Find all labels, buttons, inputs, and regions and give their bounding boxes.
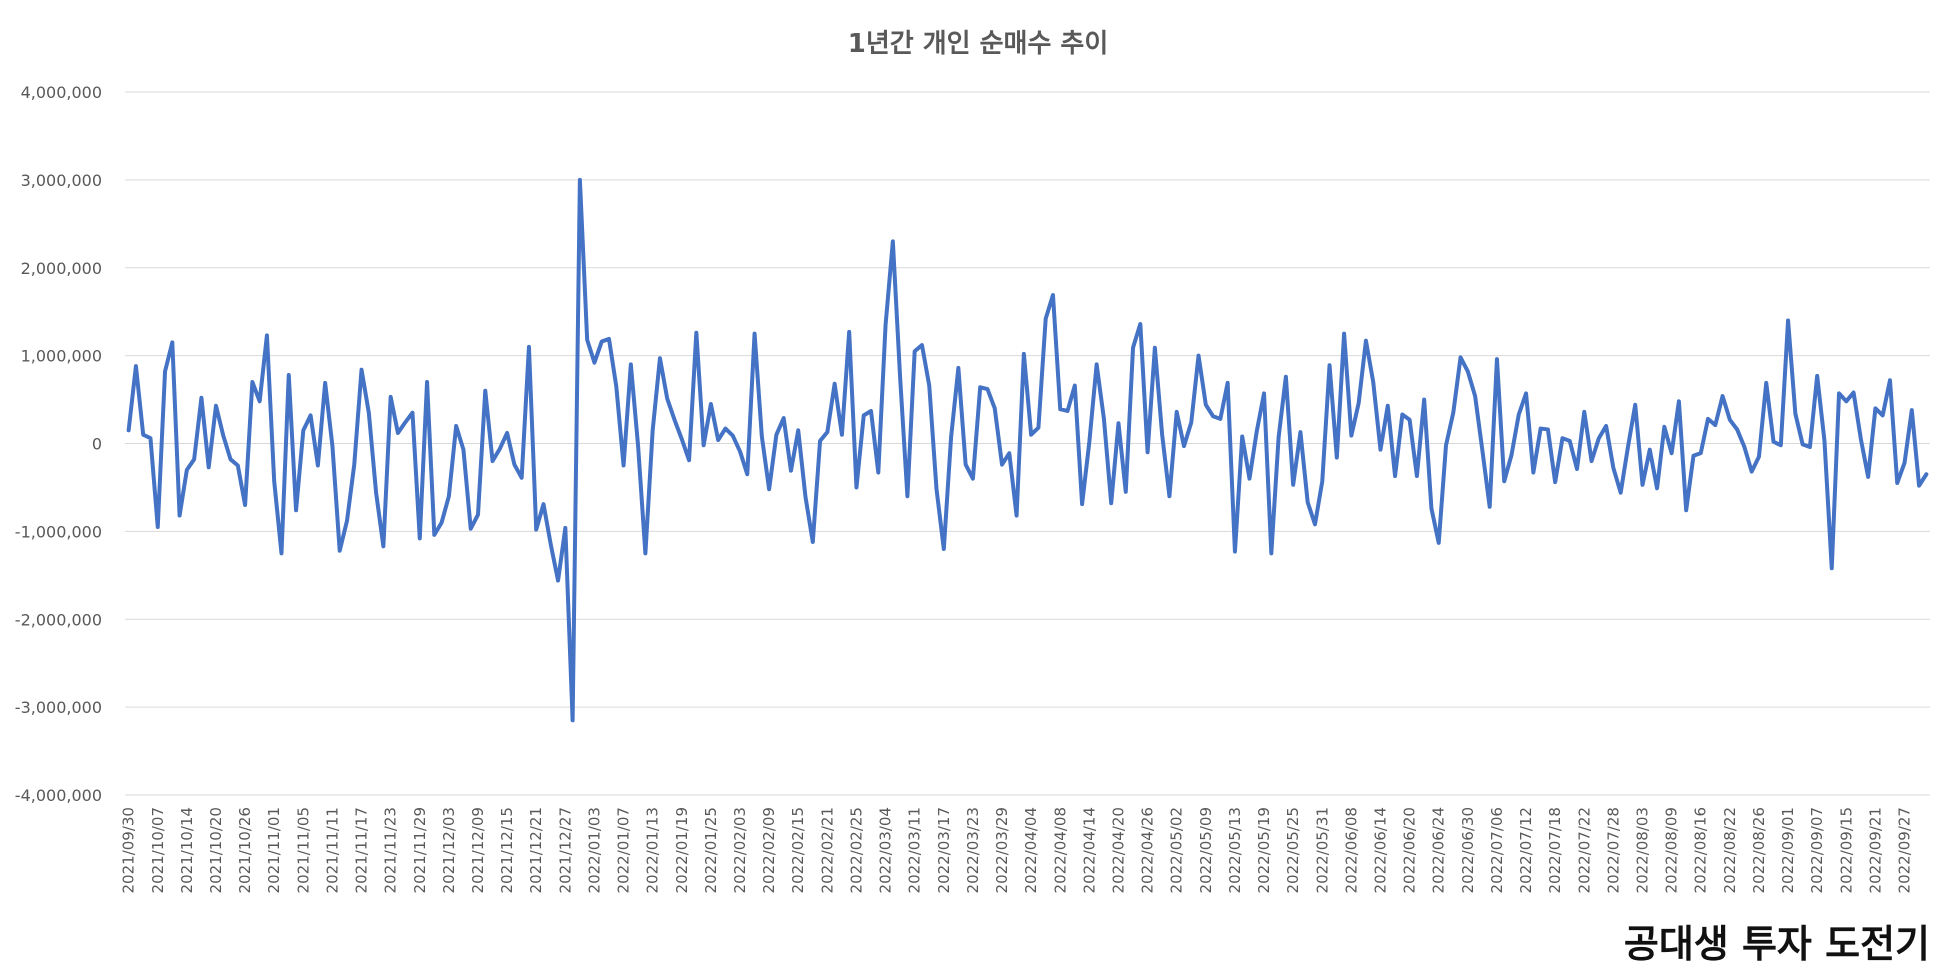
x-tick-label: 2022/02/09	[760, 807, 778, 893]
x-tick-label: 2022/01/07	[615, 807, 633, 893]
x-tick-label: 2022/08/03	[1634, 807, 1652, 893]
x-tick-label: 2022/07/18	[1546, 807, 1564, 893]
x-tick-label: 2021/11/17	[353, 807, 371, 893]
x-tick-label: 2022/04/20	[1109, 807, 1127, 893]
x-tick-label: 2021/12/21	[527, 807, 545, 893]
x-tick-label: 2022/09/27	[1896, 807, 1914, 893]
x-tick-label: 2022/02/25	[847, 807, 865, 893]
x-tick-label: 2021/11/23	[382, 807, 400, 893]
x-tick-label: 2022/05/09	[1197, 807, 1215, 893]
y-tick-label: 1,000,000	[21, 347, 102, 366]
x-tick-label: 2022/03/04	[877, 807, 895, 893]
x-tick-label: 2021/10/20	[207, 807, 225, 893]
x-tick-label: 2022/07/06	[1488, 807, 1506, 893]
y-tick-label: -3,000,000	[15, 698, 102, 717]
x-tick-label: 2022/06/14	[1371, 807, 1389, 893]
x-tick-label: 2022/02/03	[731, 807, 749, 893]
x-tick-label: 2021/11/11	[323, 807, 341, 893]
x-tick-label: 2022/07/22	[1575, 807, 1593, 893]
y-tick-label: 2,000,000	[21, 259, 102, 278]
x-tick-label: 2022/03/17	[935, 807, 953, 893]
x-tick-label: 2021/11/29	[411, 807, 429, 893]
x-axis-tick-labels: 2021/09/30 2021/10/07 2021/10/14 2021/10/20…	[120, 807, 1914, 893]
x-tick-label: 2022/03/11	[906, 807, 924, 893]
x-tick-label: 2022/09/01	[1779, 807, 1797, 893]
x-tick-label: 2021/12/15	[498, 807, 516, 893]
y-tick-label: 4,000,000	[21, 83, 102, 102]
x-tick-label: 2022/02/15	[789, 807, 807, 893]
x-tick-label: 2022/01/25	[702, 807, 720, 893]
series-line	[126, 177, 1929, 723]
x-tick-label: 2022/08/09	[1663, 807, 1681, 893]
x-tick-label: 2021/11/01	[265, 807, 283, 893]
y-tick-label: 0	[92, 435, 102, 454]
y-tick-label: -2,000,000	[15, 610, 102, 629]
x-tick-label: 2022/03/23	[964, 807, 982, 893]
y-tick-label: 3,000,000	[21, 171, 102, 190]
x-tick-label: 2022/04/14	[1080, 807, 1098, 893]
y-tick-label: -1,000,000	[15, 522, 102, 541]
chart-title: 1년간 개인 순매수 추이	[848, 29, 1109, 59]
x-tick-label: 2022/04/04	[1022, 807, 1040, 893]
watermark-text: 공대생 투자 도전기	[1624, 922, 1930, 966]
x-tick-label: 2022/09/07	[1808, 807, 1826, 893]
x-tick-label: 2022/05/31	[1313, 807, 1331, 893]
x-tick-label: 2022/01/03	[585, 807, 603, 893]
x-tick-label: 2022/04/26	[1139, 807, 1157, 893]
x-tick-label: 2022/06/08	[1342, 807, 1360, 893]
x-tick-label: 2022/07/28	[1604, 807, 1622, 893]
y-axis-tick-labels: 4,000,000 3,000,000 2,000,000 1,000,000 0 -1,…	[15, 83, 102, 805]
x-tick-label: 2021/09/30	[120, 807, 138, 893]
x-tick-label: 2021/12/09	[469, 807, 487, 893]
x-tick-label: 2022/05/13	[1226, 807, 1244, 893]
x-tick-label: 2021/11/05	[294, 807, 312, 893]
x-tick-label: 2021/10/07	[149, 807, 167, 893]
x-tick-label: 2022/06/30	[1459, 807, 1477, 893]
x-tick-label: 2021/12/03	[440, 807, 458, 893]
x-tick-label: 2022/09/21	[1866, 807, 1884, 893]
y-tick-label: -4,000,000	[15, 786, 102, 805]
x-tick-label: 2022/06/20	[1401, 807, 1419, 893]
x-tick-label: 2022/07/12	[1517, 807, 1535, 893]
x-tick-label: 2022/03/29	[993, 807, 1011, 893]
x-tick-label: 2022/05/02	[1168, 807, 1186, 893]
x-tick-label: 2022/01/19	[673, 807, 691, 893]
x-tick-label: 2022/08/16	[1692, 807, 1710, 893]
x-tick-label: 2021/12/27	[556, 807, 574, 893]
x-tick-label: 2022/08/26	[1750, 807, 1768, 893]
x-tick-label: 2021/10/14	[178, 807, 196, 893]
x-tick-label: 2022/06/24	[1430, 807, 1448, 893]
x-tick-label: 2022/08/22	[1721, 807, 1739, 893]
x-tick-label: 2021/10/26	[236, 807, 254, 893]
x-tick-label: 2022/02/21	[818, 807, 836, 893]
x-tick-label: 2022/09/15	[1837, 807, 1855, 893]
series-layer	[126, 177, 1929, 723]
x-tick-label: 2022/04/08	[1051, 807, 1069, 893]
gridlines	[125, 91, 1930, 796]
x-tick-label: 2022/05/19	[1255, 807, 1273, 893]
x-tick-label: 2022/01/13	[644, 807, 662, 893]
x-tick-label: 2022/05/25	[1284, 807, 1302, 893]
